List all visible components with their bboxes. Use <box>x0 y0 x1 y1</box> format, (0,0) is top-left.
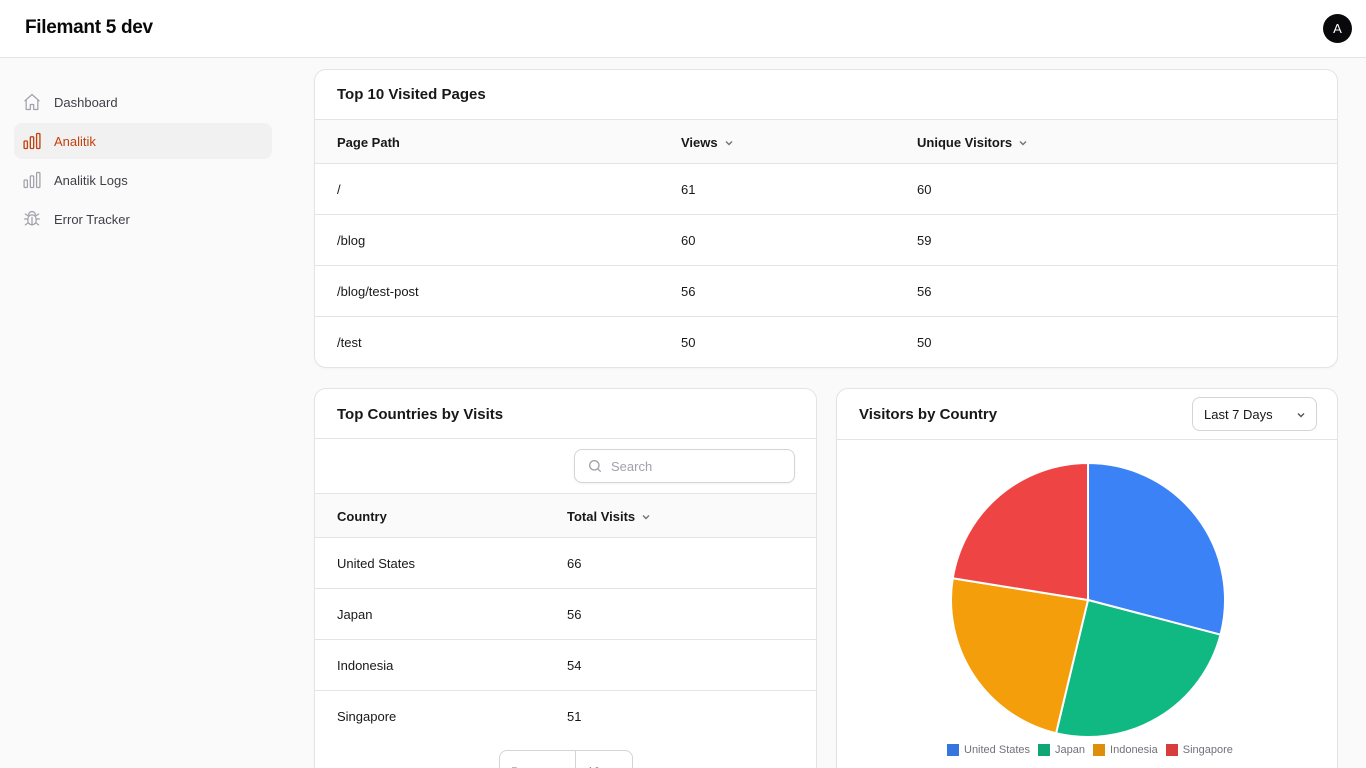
cell-country: Japan <box>337 607 373 622</box>
cell-unique: 56 <box>917 284 932 299</box>
card-title: Visitors by Country <box>859 406 998 423</box>
cell-visits: 51 <box>567 709 582 724</box>
chart-legend: United States Japan Indonesia Singapore <box>947 744 1233 756</box>
legend-swatch <box>1093 744 1106 756</box>
search-input[interactable] <box>611 458 781 474</box>
sidebar-item-error-tracker[interactable]: Error Tracker <box>14 201 272 237</box>
legend-item[interactable]: United States <box>947 744 1030 756</box>
sidebar-item-analitik-logs[interactable]: Analitik Logs <box>14 162 272 198</box>
cell-path: /test <box>337 335 362 350</box>
cell-country: Singapore <box>337 709 397 724</box>
table-row[interactable]: Singapore 51 <box>315 691 816 742</box>
cell-views: 56 <box>681 284 696 299</box>
divider <box>315 438 816 439</box>
per-page-select[interactable]: Per page 10 <box>499 750 633 768</box>
top-countries-card: Top Countries by Visits Country Total Vi… <box>314 388 817 768</box>
date-range-value: Last 7 Days <box>1204 406 1273 422</box>
table-row[interactable]: Japan 56 <box>315 589 816 640</box>
cell-country: Indonesia <box>337 658 394 673</box>
column-header-views[interactable]: Views <box>681 135 734 150</box>
pie-slice-indonesia[interactable] <box>950 577 1090 735</box>
user-avatar[interactable]: A <box>1323 14 1352 43</box>
per-page-value: 10 <box>576 751 600 768</box>
cell-visits: 66 <box>567 556 582 571</box>
search-icon <box>589 460 601 472</box>
top-pages-card: Top 10 Visited Pages Page Path Views Uni… <box>314 69 1338 368</box>
pie-slice-united-states[interactable] <box>1087 461 1226 636</box>
column-header-page-path[interactable]: Page Path <box>337 135 400 150</box>
topbar: Filemant 5 dev A <box>0 0 1366 58</box>
legend-swatch <box>1165 744 1178 756</box>
column-label: Views <box>681 135 718 150</box>
legend-item[interactable]: Singapore <box>1165 744 1233 756</box>
legend-swatch <box>1038 744 1051 756</box>
legend-item[interactable]: Japan <box>1038 744 1085 756</box>
sidebar-item-dashboard[interactable]: Dashboard <box>14 84 272 120</box>
sidebar-item-label: Analitik <box>54 133 96 149</box>
cell-unique: 50 <box>917 335 932 350</box>
cell-path: /blog <box>337 233 366 248</box>
table-row[interactable]: /blog/test-post 56 56 <box>315 266 1337 317</box>
legend-item[interactable]: Indonesia <box>1093 744 1158 756</box>
card-title: Top Countries by Visits <box>337 406 504 423</box>
legend-label: Japan <box>1055 744 1086 756</box>
chevron-down-icon <box>725 140 733 145</box>
column-header-total-visits[interactable]: Total Visits <box>567 509 651 524</box>
date-range-select[interactable]: Last 7 Days <box>1192 397 1317 431</box>
cell-unique: 59 <box>917 233 932 248</box>
legend-label: United States <box>964 744 1031 756</box>
legend-swatch <box>947 744 959 756</box>
visitors-by-country-card: Visitors by Country Last 7 Days United S… <box>836 388 1338 768</box>
bug-icon <box>22 209 42 229</box>
sidebar-item-label: Analitik Logs <box>54 172 128 188</box>
home-icon <box>22 92 42 112</box>
table-row[interactable]: Indonesia 54 <box>315 640 816 691</box>
bar-chart-icon <box>22 170 42 190</box>
cell-visits: 54 <box>567 658 582 673</box>
cell-views: 61 <box>681 182 696 197</box>
table-row[interactable]: /test 50 50 <box>315 317 1337 367</box>
card-title: Top 10 Visited Pages <box>337 86 486 103</box>
column-header-country[interactable]: Country <box>337 509 387 524</box>
cell-path: /blog/test-post <box>337 284 419 299</box>
legend-label: Singapore <box>1182 744 1233 756</box>
pie-slice-singapore[interactable] <box>951 461 1089 602</box>
search-field[interactable] <box>574 449 795 483</box>
cell-views: 60 <box>681 233 696 248</box>
chevron-down-icon <box>1019 140 1027 145</box>
pie-chart <box>950 461 1226 738</box>
sidebar-item-label: Dashboard <box>54 94 118 110</box>
column-label: Country <box>337 509 387 524</box>
table-header: Page Path Views Unique Visitors <box>315 119 1337 164</box>
column-header-unique-visitors[interactable]: Unique Visitors <box>917 135 1028 150</box>
column-label: Unique Visitors <box>917 135 1013 150</box>
legend-label: Indonesia <box>1110 744 1158 756</box>
column-label: Total Visits <box>567 509 636 524</box>
table-row[interactable]: / 61 60 <box>315 164 1337 215</box>
table-row[interactable]: United States 66 <box>315 538 816 589</box>
per-page-label: Per page <box>500 751 576 768</box>
cell-visits: 56 <box>567 607 582 622</box>
app-title[interactable]: Filemant 5 dev <box>25 17 153 38</box>
cell-path: / <box>337 182 341 197</box>
sidebar: Dashboard Analitik Analitik Logs Error T… <box>14 84 272 240</box>
chevron-down-icon <box>1297 413 1305 418</box>
cell-views: 50 <box>681 335 696 350</box>
sidebar-item-analitik[interactable]: Analitik <box>14 123 272 159</box>
cell-unique: 60 <box>917 182 932 197</box>
bar-chart-icon <box>22 131 42 151</box>
column-label: Page Path <box>337 135 400 150</box>
pie-slice-japan[interactable] <box>1054 598 1222 738</box>
table-row[interactable]: /blog 60 59 <box>315 215 1337 266</box>
divider <box>837 439 1337 440</box>
table-header: Country Total Visits <box>315 493 816 538</box>
chevron-down-icon <box>642 514 650 519</box>
cell-country: United States <box>337 556 416 571</box>
sidebar-item-label: Error Tracker <box>54 211 130 227</box>
